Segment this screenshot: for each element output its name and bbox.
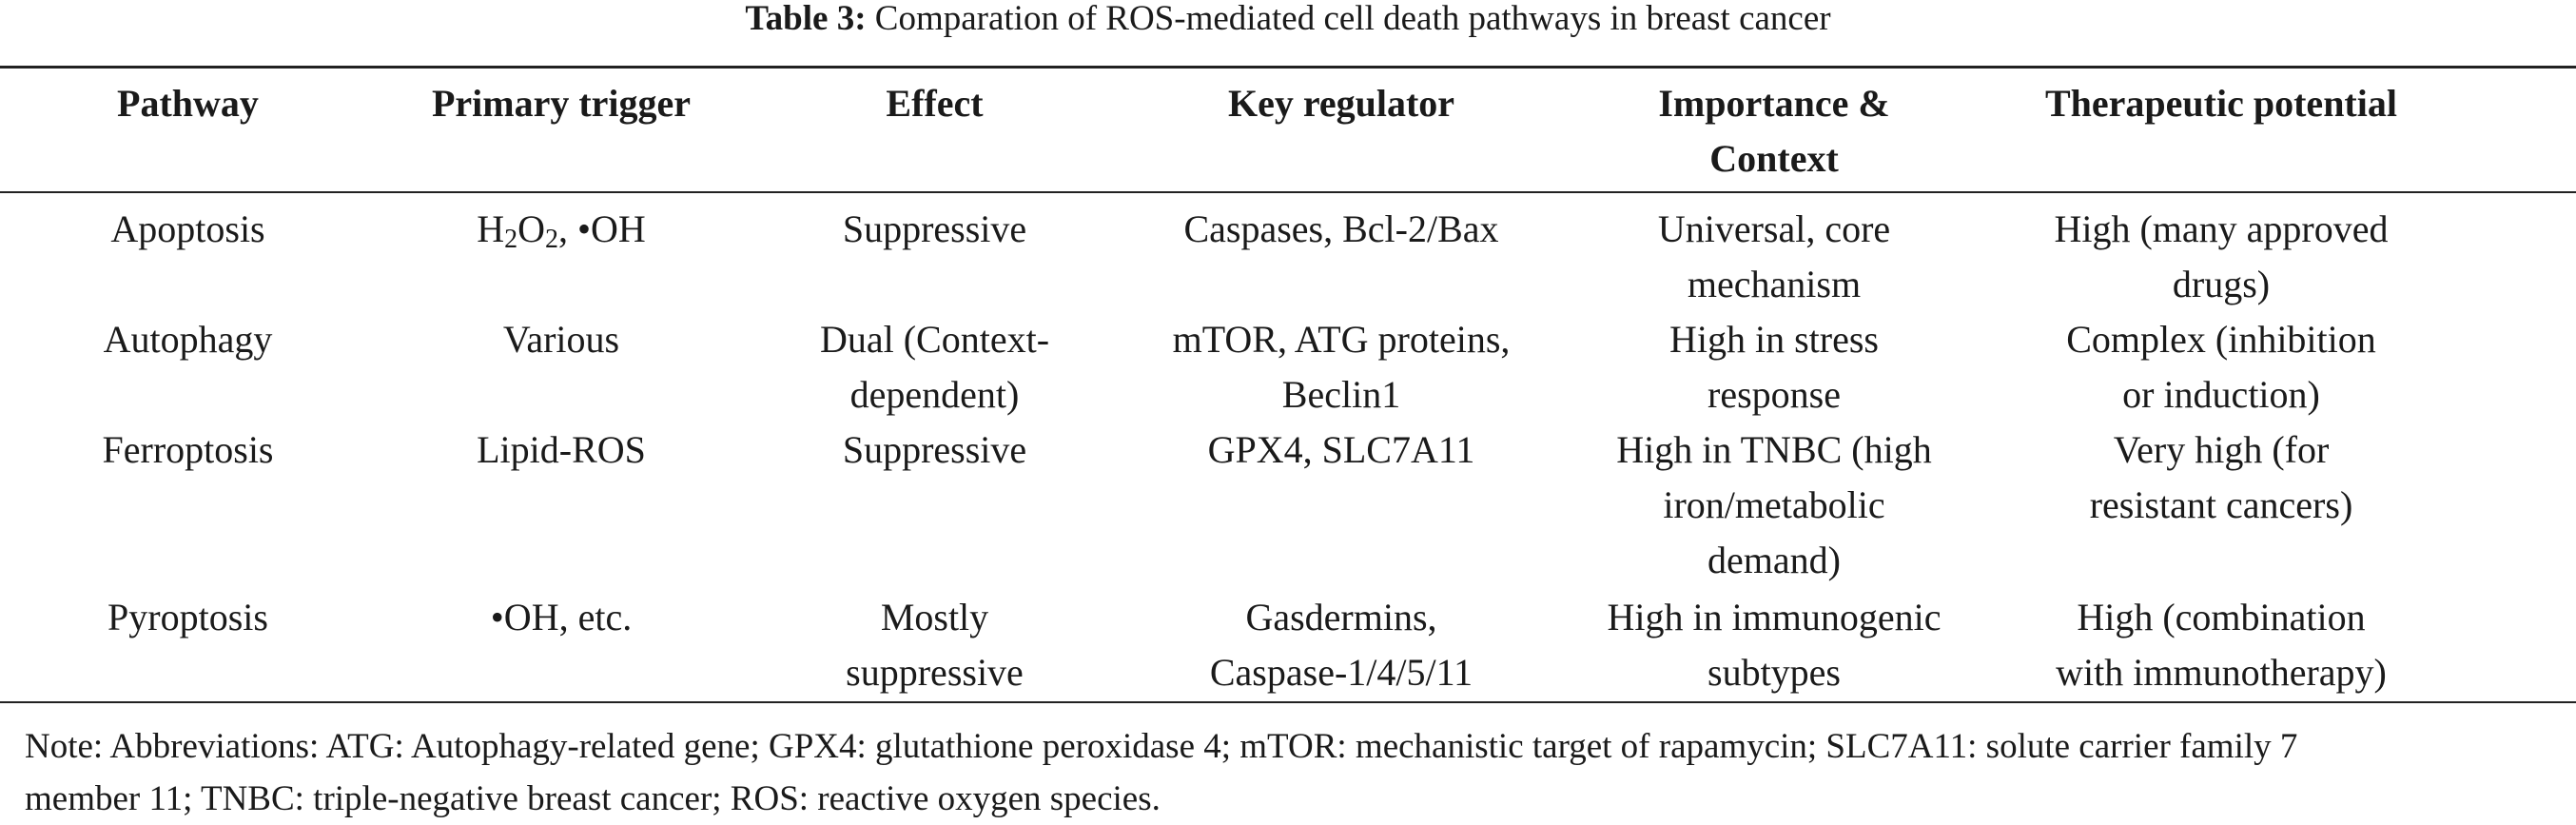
row-autophagy-effect: Dual (Context- dependent) [819,318,1050,416]
row-apoptosis-regulator: Caspases, Bcl-2/Bax [1183,207,1499,250]
row-pyroptosis-effect: Mostly suppressive [846,596,1024,694]
row-pyroptosis-therapeutic: High (combination with immunotherapy) [2056,596,2387,694]
row-ferroptosis-effect: Suppressive [842,428,1027,471]
row-apoptosis-trigger: H2O2, •OH [477,207,646,254]
header-key-regulator: Key regulator [1227,82,1455,125]
row-apoptosis-therapeutic: High (many approved drugs) [2054,207,2389,305]
table-header-rule [0,191,2576,193]
header-importance-line2: Context [1709,137,1839,180]
table-top-rule [0,66,2576,69]
row-apoptosis-importance: Universal, core mechanism [1657,207,1891,305]
header-effect: Effect [886,82,984,125]
table-note-line1: Note: Abbreviations: ATG: Autophagy-rela… [25,727,2298,766]
table-caption-label: Table 3: [745,0,867,38]
row-pyroptosis-regulator: Gasdermins, Caspase-1/4/5/11 [1209,596,1473,694]
row-ferroptosis-importance: High in TNBC (high iron/metabolic demand… [1616,428,1932,581]
table-bottom-rule [0,701,2576,703]
row-pyroptosis-trigger: •OH, etc. [490,596,633,638]
row-ferroptosis-pathway: Ferroptosis [102,428,274,471]
row-pyroptosis-pathway: Pyroptosis [107,596,268,638]
row-ferroptosis-regulator: GPX4, SLC7A11 [1207,428,1475,471]
row-ferroptosis-trigger: Lipid-ROS [477,428,646,471]
table-note: Note: Abbreviations: ATG: Autophagy-rela… [25,720,2565,825]
header-importance-context: Importance & Context [1579,76,1969,187]
row-autophagy-trigger: Various [502,318,620,361]
header-importance-line1: Importance & [1658,82,1890,125]
row-autophagy-regulator: mTOR, ATG proteins, Beclin1 [1172,318,1511,416]
row-autophagy-therapeutic: Complex (inhibition or induction) [2066,318,2376,416]
row-autophagy-importance: High in stress response [1669,318,1879,416]
row-ferroptosis-therapeutic: Very high (for resistant cancers) [2089,428,2353,526]
row-apoptosis-effect: Suppressive [842,207,1027,250]
header-pathway: Pathway [117,82,259,125]
row-pyroptosis-importance: High in immunogenic subtypes [1607,596,1942,694]
table-caption-text: Comparation of ROS-mediated cell death p… [866,0,1831,38]
row-apoptosis-pathway: Apoptosis [110,207,265,250]
row-autophagy-pathway: Autophagy [103,318,273,361]
table-note-line2: member 11; TNBC: triple-negative breast … [25,779,1161,818]
header-primary-trigger: Primary trigger [431,82,692,125]
header-therapeutic-potential: Therapeutic potential [2045,82,2397,125]
table-caption: Table 3: Comparation of ROS-mediated cel… [0,0,2576,38]
